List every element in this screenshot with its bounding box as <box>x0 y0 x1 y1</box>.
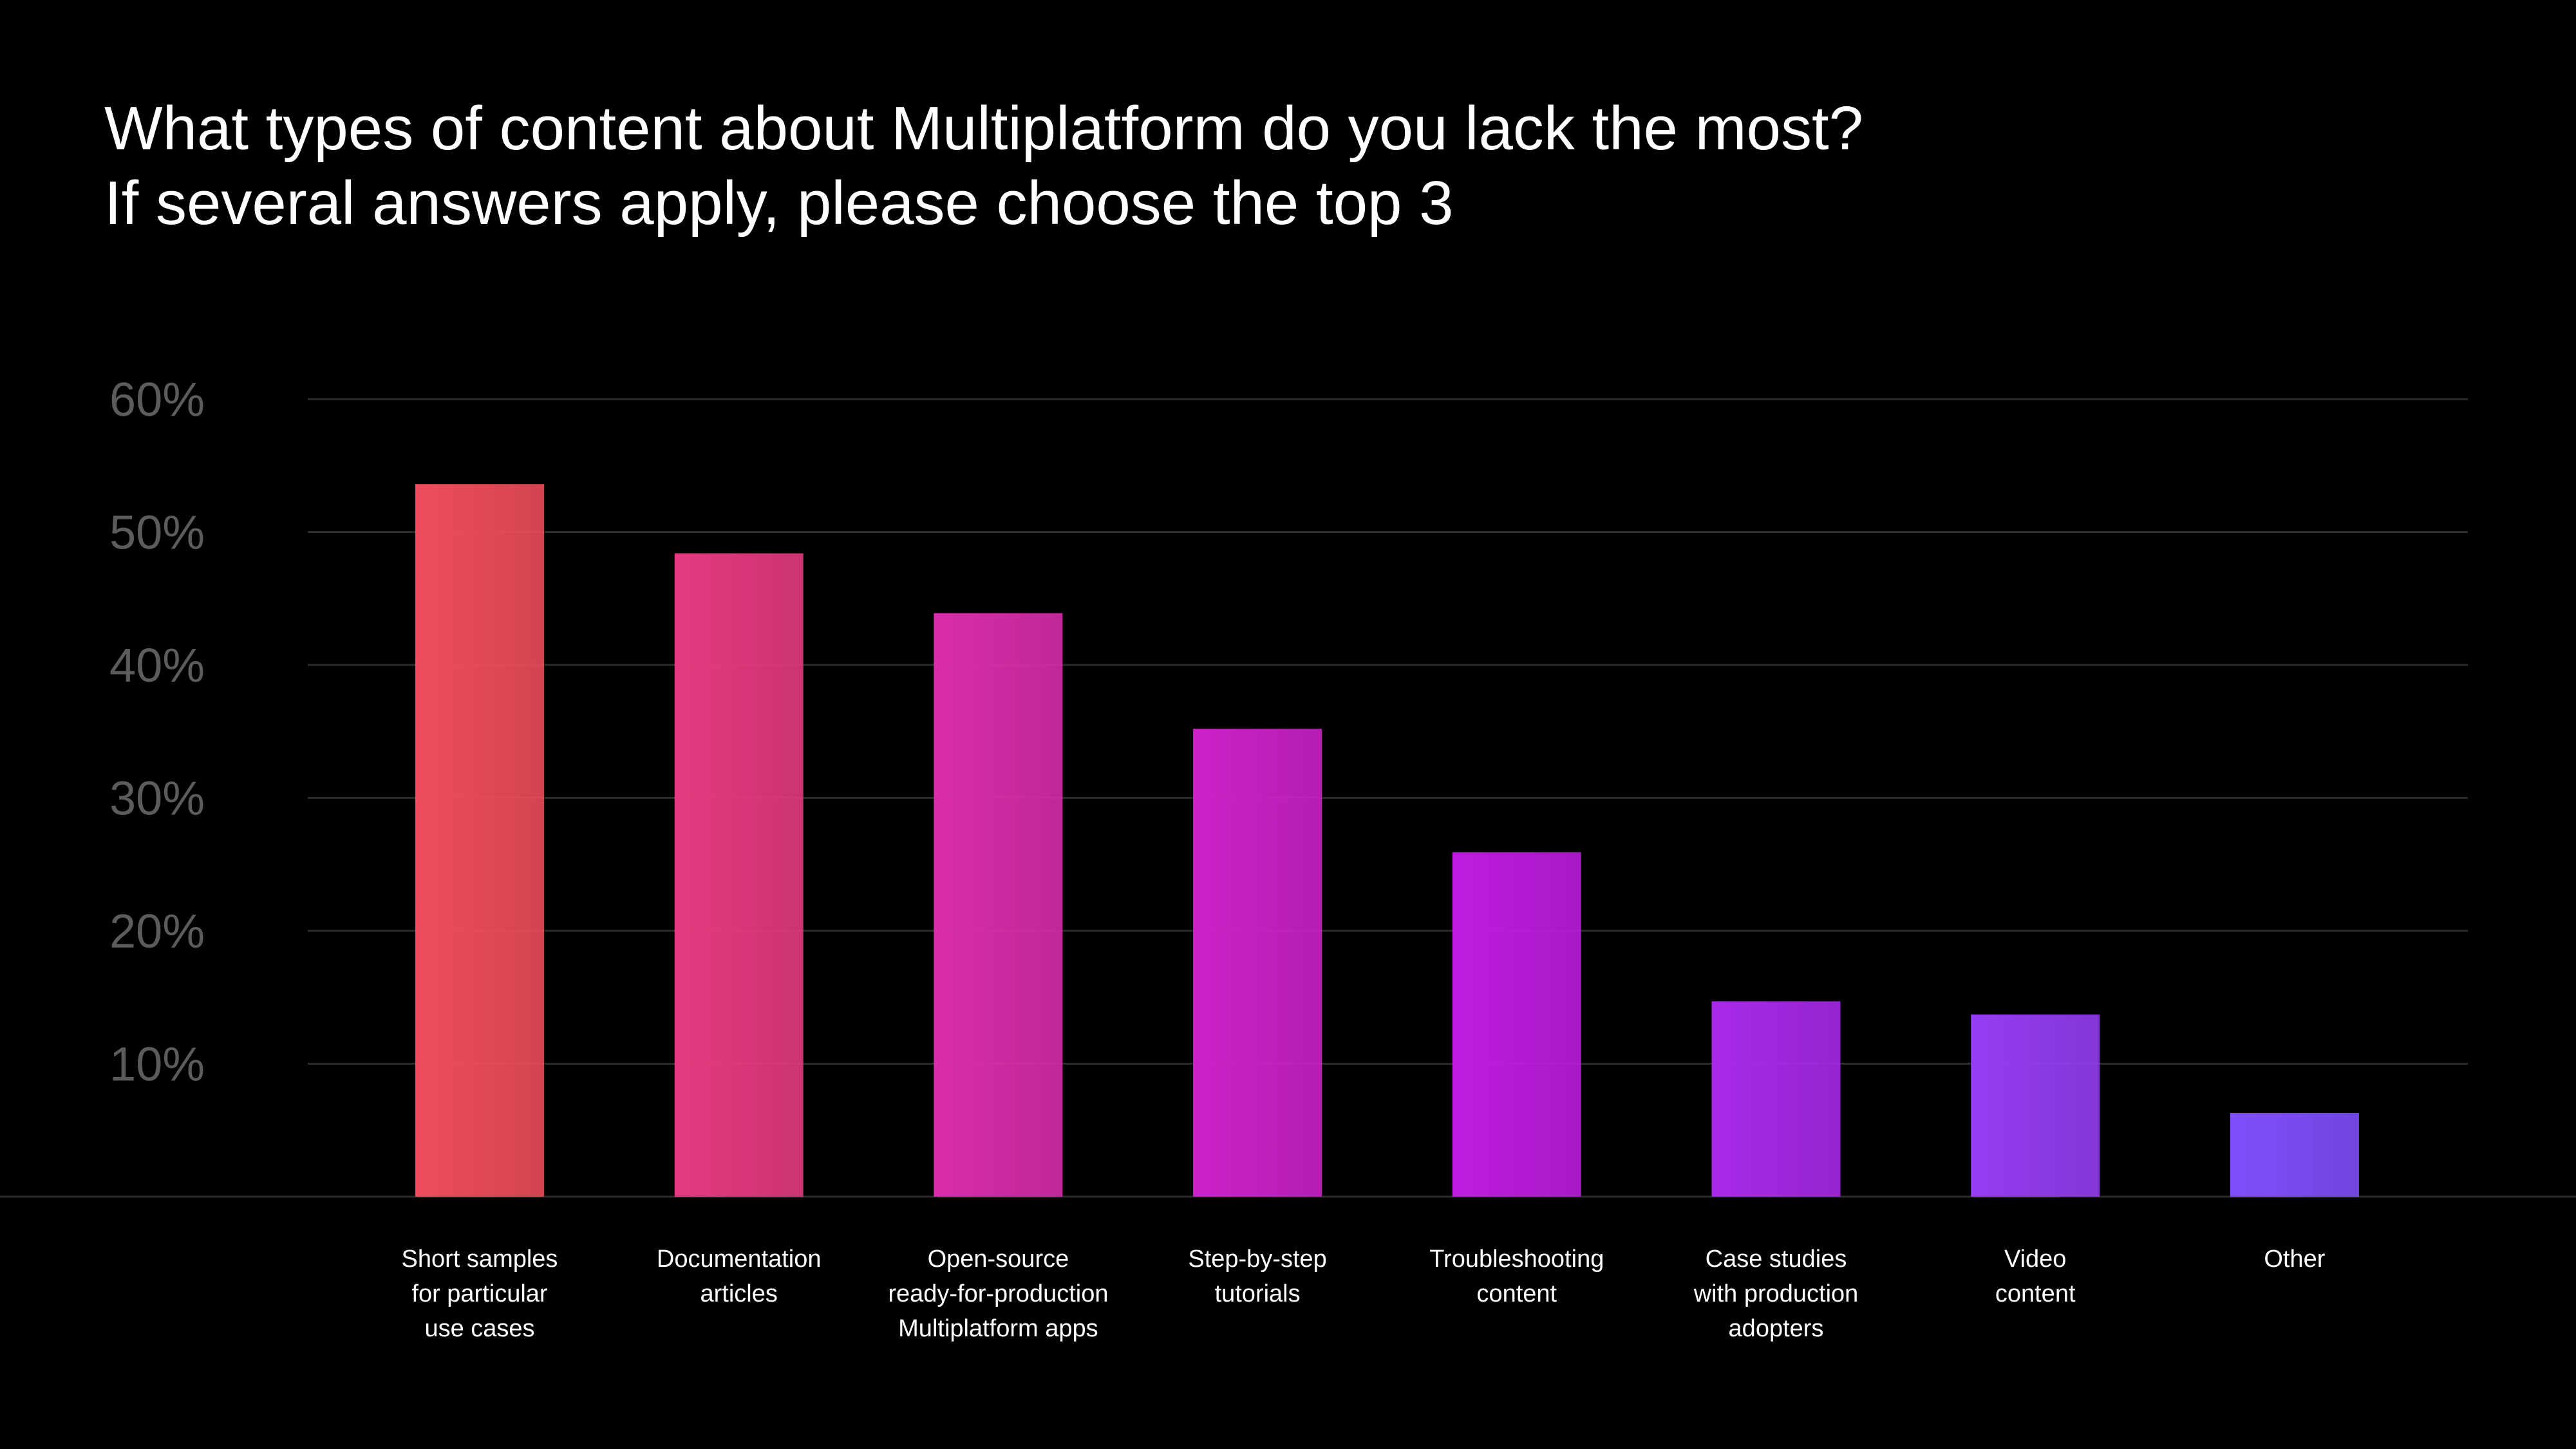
y-tick-label: 20% <box>109 904 205 958</box>
chart-title-line-1: What types of content about Multiplatfor… <box>104 94 1864 163</box>
x-category-label: articles <box>700 1280 778 1307</box>
x-category-label: content <box>1995 1280 2076 1307</box>
y-tick-label: 30% <box>109 772 205 825</box>
chart-title-line-2: If several answers apply, please choose … <box>104 169 1454 238</box>
bar-6 <box>1971 1014 2100 1197</box>
bar-3 <box>1193 729 1322 1197</box>
x-category-label: Other <box>2264 1246 2325 1273</box>
x-category-label: tutorials <box>1215 1280 1301 1307</box>
x-category-label: ready-for-production <box>888 1280 1108 1307</box>
bar-5 <box>1711 1001 1841 1197</box>
x-category-label: Open-source <box>928 1246 1069 1273</box>
bar-4 <box>1452 852 1581 1197</box>
x-category-label: for particular <box>411 1280 548 1307</box>
x-category-label: with production <box>1693 1280 1859 1307</box>
x-category-label: Troubleshooting <box>1429 1246 1604 1273</box>
y-tick-label: 40% <box>109 639 205 692</box>
x-category-label: Multiplatform apps <box>898 1315 1098 1342</box>
x-category-label: adopters <box>1729 1315 1824 1342</box>
y-tick-label: 10% <box>109 1038 205 1091</box>
bar-1 <box>674 553 804 1197</box>
bar-7 <box>2230 1112 2359 1197</box>
y-tick-label: 50% <box>109 506 205 559</box>
x-category-label: Step-by-step <box>1188 1246 1326 1273</box>
x-category-label: Short samples <box>402 1246 558 1273</box>
bar-2 <box>934 613 1063 1197</box>
x-category-label: use cases <box>424 1315 534 1342</box>
x-category-label: Documentation <box>657 1246 822 1273</box>
x-category-label: content <box>1476 1280 1557 1307</box>
bar-0 <box>415 484 544 1197</box>
y-tick-label: 60% <box>109 373 205 426</box>
x-category-label: Case studies <box>1706 1246 1847 1273</box>
x-category-label: Video <box>2004 1246 2067 1273</box>
